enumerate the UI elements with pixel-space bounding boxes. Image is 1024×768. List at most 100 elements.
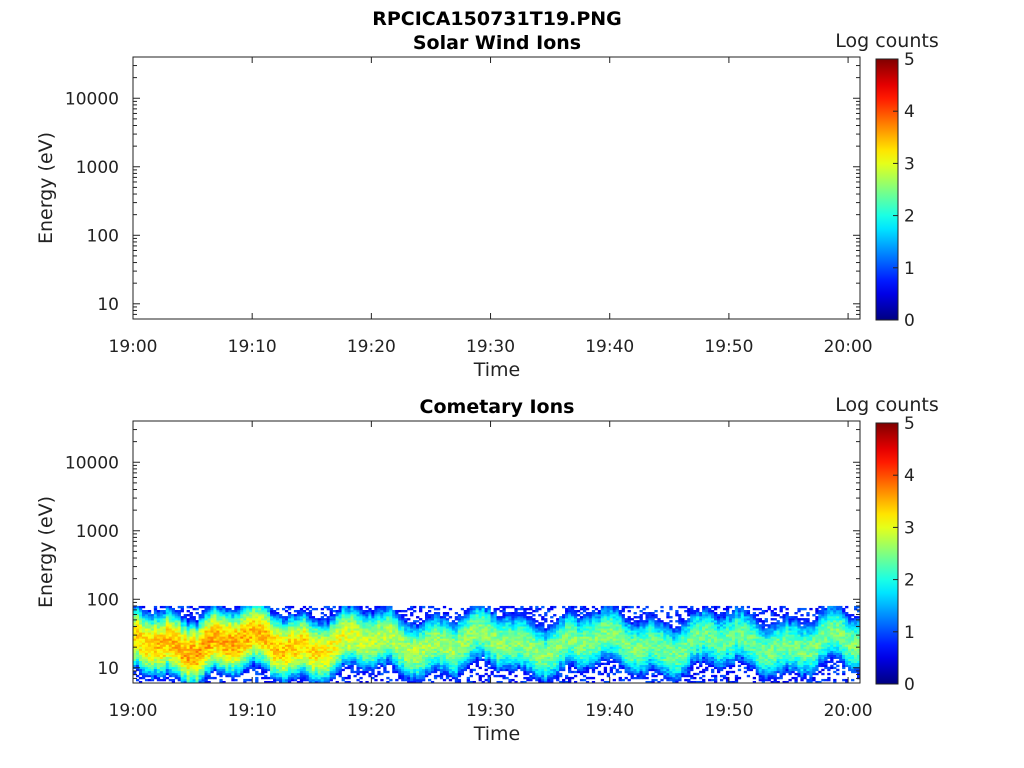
heatmap-cell [258,614,262,617]
heatmap-cell [133,636,137,639]
heatmap-cell [430,664,435,668]
heatmap-cell [475,614,479,617]
heatmap-cell [392,670,396,674]
heatmap-cell [150,660,155,664]
heatmap-cell [553,605,557,609]
heatmap-cell [261,636,265,639]
heatmap-cell [287,626,292,629]
heatmap-cell [478,654,482,657]
heatmap-cell [347,628,351,631]
heatmap-cell [481,646,485,649]
heatmap-cell [219,668,223,672]
heatmap-cell [141,630,146,633]
heatmap-cell [302,624,307,627]
heatmap-cell [478,638,482,641]
heatmap-cell [550,607,554,611]
heatmap-cell [442,670,447,674]
heatmap-cell [419,644,423,647]
heatmap-cell [475,644,479,647]
heatmap-cell [296,654,301,657]
heatmap-cell [398,638,402,641]
heatmap-cell [550,648,554,651]
heatmap-cell [246,678,250,682]
heatmap-cell [213,634,217,637]
heatmap-cell [430,634,435,637]
heatmap-cell [165,624,170,627]
heatmap-cell [338,628,342,631]
heatmap-cell [180,662,184,666]
heatmap-cell [508,632,512,635]
heatmap-cell [171,628,176,631]
heatmap-cell [326,622,330,625]
heatmap-cell [496,670,500,674]
heatmap-cell [553,666,557,670]
heatmap-cell [311,648,316,651]
heatmap-cell [541,674,545,678]
heatmap-cell [538,666,542,670]
heatmap-cell [347,630,351,633]
heatmap-cell [565,648,569,651]
heatmap-cell [532,670,536,674]
heatmap-cell [231,634,235,637]
heatmap-cell [159,650,164,653]
heatmap-cell [407,630,411,633]
heatmap-cell [183,668,187,672]
heatmap-cell [427,622,432,625]
heatmap-cell [183,622,187,625]
heatmap-cell [472,636,476,639]
heatmap-cell [419,664,423,668]
heatmap-cell [273,634,277,637]
heatmap-cell [180,620,184,623]
heatmap-cell [276,636,280,639]
heatmap-cell [347,626,351,629]
heatmap-cell [198,628,202,631]
heatmap-cell [487,622,491,625]
heatmap-cell [374,648,378,651]
heatmap-cell [374,609,378,613]
heatmap-cell [523,676,527,680]
heatmap-cell [499,648,503,651]
heatmap-cell [296,634,301,637]
heatmap-cell [499,626,503,629]
heatmap-cell [526,656,530,659]
heatmap-cell [344,666,348,670]
heatmap-cell [499,650,503,653]
heatmap-cell [308,632,313,635]
heatmap-cell [329,654,333,657]
heatmap-cell [258,652,262,655]
heatmap-cell [225,607,229,611]
heatmap-cell [219,620,223,623]
heatmap-cell [404,650,408,653]
heatmap-cell [326,668,330,672]
heatmap-cell [237,634,241,637]
heatmap-cell [314,678,319,682]
heatmap-cell [422,678,426,682]
heatmap-cell [171,638,176,641]
heatmap-cell [451,624,456,627]
heatmap-cell [213,664,217,668]
heatmap-cell [243,656,247,659]
heatmap-cell [273,668,277,672]
heatmap-cell [508,642,512,645]
heatmap-cell [517,636,521,639]
heatmap-cell [165,642,170,645]
heatmap-cell [195,640,199,643]
heatmap-cell [165,605,170,609]
heatmap-cell [311,652,316,655]
heatmap-cell [192,656,196,659]
heatmap-cell [153,638,158,641]
heatmap-cell [532,634,536,637]
heatmap-cell [284,618,289,621]
heatmap-cell [550,654,554,657]
heatmap-cell [520,644,524,647]
heatmap-cell [502,646,506,649]
heatmap-cell [249,624,253,627]
heatmap-cell [317,654,322,657]
heatmap-cell [487,662,491,666]
heatmap-cell [559,644,563,647]
heatmap-cell [484,678,488,682]
heatmap-cell [383,614,387,617]
heatmap-cell [353,620,357,623]
heatmap-cell [350,648,354,651]
heatmap-cell [249,656,253,659]
